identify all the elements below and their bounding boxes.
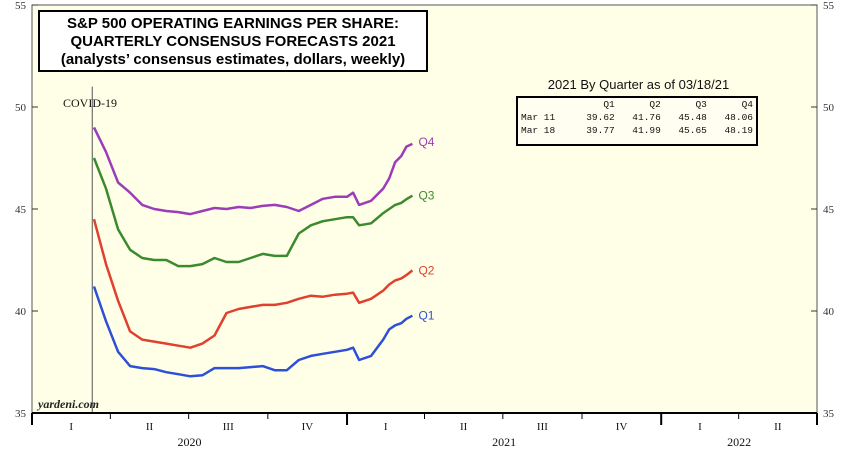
y-tick-label-right: 35 [823,408,835,420]
series-label-q2: Q2 [418,263,434,277]
y-tick-label-left: 35 [15,408,27,420]
covid-annotation: COVID-19 [63,96,117,110]
table-cell: 39.77 [586,125,615,136]
table-header-cell [518,98,572,111]
y-tick-label-right: 40 [823,306,835,318]
series-line-q4 [92,126,413,216]
y-tick-label-left: 55 [15,0,27,12]
table-header-cell: Q3 [695,99,707,110]
y-tick-label-left: 40 [15,306,27,318]
year-label: 2020 [178,435,202,449]
quarter-label: IV [616,421,628,433]
table-cell: 45.48 [678,112,707,123]
table-header-cell: Q4 [741,99,753,110]
y-tick-label-left: 45 [15,204,27,216]
table-header-cell: Q1 [603,99,615,110]
table-cell: Mar 18 [521,125,556,136]
title-line-1: S&P 500 OPERATING EARNINGS PER SHARE: [66,15,399,32]
year-label: 2021 [492,435,516,449]
plot-area [31,4,818,414]
table-row: Mar 18 39.77 41.99 45.65 48.19 [518,124,756,137]
quarter-label: I [384,421,388,433]
quarter-label: IV [302,421,314,433]
y-tick-label-right: 45 [823,204,835,216]
quarter-label: II [460,421,468,433]
quarter-label: I [698,421,702,433]
table-cell: 41.99 [632,125,661,136]
series-label-q1: Q1 [418,309,434,323]
chart-title: S&P 500 OPERATING EARNINGS PER SHARE: QU… [38,10,428,72]
table-header-cell: Q2 [649,99,661,110]
quarter-label: I [69,421,73,433]
table-cell: 45.65 [678,125,707,136]
title-line-3: (analysts’ consensus estimates, dollars,… [60,51,406,68]
series-line-q1 [92,286,413,378]
quarter-label: II [774,421,782,433]
series-line-q2 [92,218,414,349]
table-title: 2021 By Quarter as of 03/18/21 [547,77,730,92]
quarter-label: II [146,421,154,433]
y-tick-label-right: 50 [823,102,835,114]
table-cell: Mar 11 [521,112,556,123]
table-cell: 41.76 [632,112,661,123]
y-tick-label-right: 55 [823,0,835,12]
quarter-label: III [223,421,234,433]
table-row: Mar 11 39.62 41.76 45.48 48.06 [518,111,756,124]
table-cell: 48.06 [724,112,753,123]
table-cell: 39.62 [586,112,615,123]
series-label-q4: Q4 [418,135,434,149]
series-line-q3 [92,157,414,268]
title-line-2: QUARTERLY CONSENSUS FORECASTS 2021 [70,33,396,50]
table-header-row: Q1 Q2 Q3 Q4 [518,98,756,111]
series-label-q3: Q3 [418,189,434,203]
table-cell: 48.19 [724,125,753,136]
watermark: yardeni.com [38,397,99,411]
y-tick-label-left: 50 [15,102,27,114]
year-label: 2022 [727,435,751,449]
quarter-label: III [537,421,548,433]
forecast-table: Q1 Q2 Q3 Q4 Mar 11 39.62 41.76 45.48 48.… [516,96,758,146]
